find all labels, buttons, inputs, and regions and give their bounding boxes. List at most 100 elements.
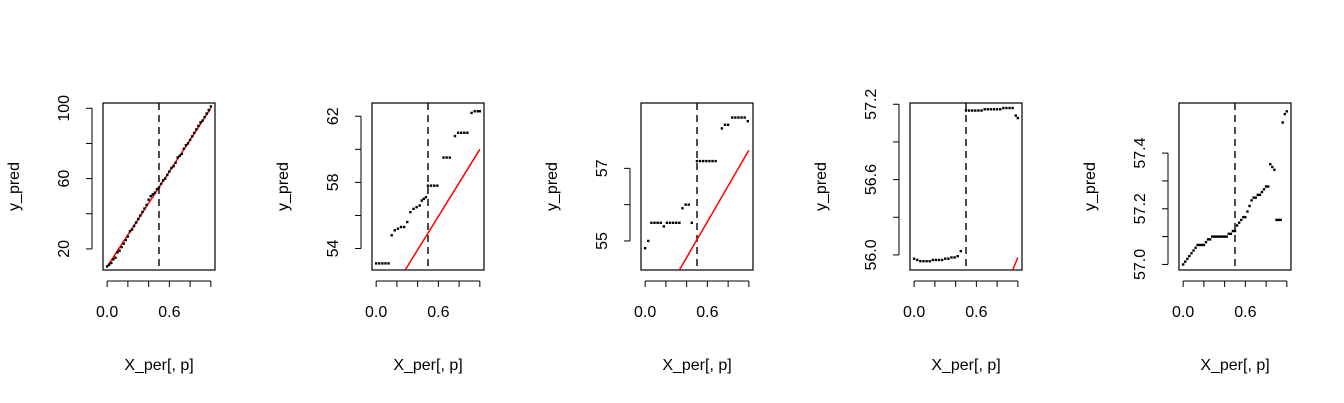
data-point <box>1256 193 1260 197</box>
x-tick-label: 0.6 <box>1234 304 1256 321</box>
data-point <box>1242 215 1245 219</box>
data-points <box>643 116 750 250</box>
data-point <box>1208 238 1212 241</box>
x-tick-label: 0.6 <box>965 304 987 321</box>
data-point <box>118 249 121 252</box>
data-point <box>1281 121 1284 124</box>
data-point <box>687 203 690 206</box>
data-point <box>986 108 989 111</box>
data-point <box>925 260 928 263</box>
data-point <box>390 234 393 237</box>
data-point <box>668 221 672 225</box>
x-tick-label: 0.0 <box>634 304 656 321</box>
data-point <box>950 256 953 259</box>
data-point <box>393 229 397 232</box>
data-points <box>1181 110 1289 266</box>
data-point <box>1240 218 1243 222</box>
data-point <box>180 152 184 156</box>
data-point <box>207 108 210 112</box>
data-point <box>193 131 196 135</box>
data-point <box>378 262 381 265</box>
data-point <box>1219 235 1222 238</box>
data-point <box>442 156 445 159</box>
x-axis-label: X_per[, p] <box>393 357 462 374</box>
data-point <box>650 221 653 225</box>
data-point <box>159 182 163 186</box>
data-point <box>1014 114 1017 117</box>
data-point <box>1223 235 1226 238</box>
data-point <box>999 108 1002 111</box>
data-point <box>1016 116 1020 120</box>
y-tick-label: 57.4 <box>1132 137 1149 168</box>
data-points <box>374 110 482 265</box>
data-point <box>1227 232 1230 236</box>
data-point <box>1231 229 1235 233</box>
data-point <box>433 184 436 187</box>
data-point <box>470 111 473 115</box>
data-point <box>743 116 746 119</box>
chart-panel-1: 0.0 0.6 20 60 100 X_per[, p] y_pred <box>6 95 216 374</box>
y-axis-label: y_pred <box>813 162 830 211</box>
data-point <box>1184 260 1187 263</box>
data-point <box>690 221 694 225</box>
data-point <box>934 258 938 262</box>
data-point <box>420 199 423 202</box>
data-point <box>453 134 457 138</box>
data-point <box>746 119 750 123</box>
data-point <box>126 235 130 238</box>
x-axis-label: X_per[, p] <box>662 357 731 374</box>
data-point <box>916 258 919 262</box>
data-point <box>659 221 662 225</box>
data-point <box>137 217 140 221</box>
data-point <box>928 260 931 263</box>
data-point <box>1254 196 1257 199</box>
data-point <box>436 184 439 187</box>
chart-panel-4: 0.0 0.6 56.0 56.6 57.2 X_per[, p] y_pred <box>813 89 1023 374</box>
data-point <box>705 159 708 163</box>
data-point <box>128 230 132 233</box>
data-point <box>1258 193 1262 197</box>
data-points <box>912 106 1020 263</box>
data-point <box>953 256 956 259</box>
data-point <box>1262 188 1266 191</box>
data-point <box>422 197 426 201</box>
data-point <box>1252 196 1255 199</box>
data-point <box>737 116 740 119</box>
y-axis-label: y_pred <box>275 162 292 211</box>
data-point <box>170 166 173 170</box>
chart-panel-5: 0.0 0.6 57.0 57.2 57.4 X_per[, p] y_pred <box>1082 102 1292 374</box>
reference-line <box>1011 257 1019 270</box>
data-point <box>1233 229 1237 233</box>
data-point <box>714 159 717 163</box>
data-point <box>919 260 922 263</box>
data-point <box>381 262 384 265</box>
data-point <box>937 258 941 262</box>
data-point <box>143 207 146 210</box>
data-point <box>145 203 148 207</box>
data-point <box>415 205 418 209</box>
data-point <box>110 261 113 265</box>
y-tick-label: 100 <box>56 95 73 122</box>
data-point <box>122 242 125 245</box>
data-point <box>922 260 925 263</box>
x-tick-label: 0.0 <box>365 304 387 321</box>
data-point <box>190 135 194 138</box>
data-point <box>1277 218 1280 222</box>
data-point <box>959 249 963 253</box>
data-point <box>1260 190 1264 194</box>
data-point <box>168 170 171 173</box>
data-point <box>195 128 198 131</box>
data-point <box>1269 163 1272 166</box>
data-point <box>656 221 659 225</box>
y-tick-label: 57.2 <box>1132 193 1149 224</box>
data-point <box>149 194 152 198</box>
y-tick-label: 54 <box>325 240 342 258</box>
data-point <box>463 131 466 134</box>
data-point <box>476 110 479 113</box>
data-point <box>684 203 687 206</box>
data-point <box>1181 263 1185 266</box>
data-point <box>964 109 968 112</box>
data-point <box>734 116 737 119</box>
data-point <box>116 251 119 254</box>
